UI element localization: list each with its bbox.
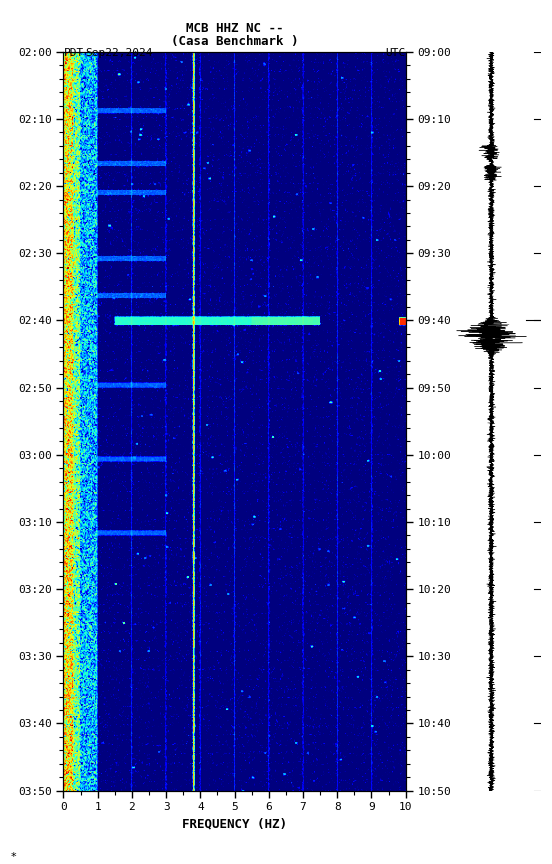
Text: MCB HHZ NC --: MCB HHZ NC -- [186, 22, 283, 35]
X-axis label: FREQUENCY (HZ): FREQUENCY (HZ) [182, 818, 287, 831]
Text: *: * [11, 852, 17, 861]
Text: UTC: UTC [385, 48, 406, 58]
Text: PDT: PDT [63, 48, 84, 58]
Text: Sep22,2024: Sep22,2024 [86, 48, 153, 58]
Text: (Casa Benchmark ): (Casa Benchmark ) [171, 35, 298, 48]
